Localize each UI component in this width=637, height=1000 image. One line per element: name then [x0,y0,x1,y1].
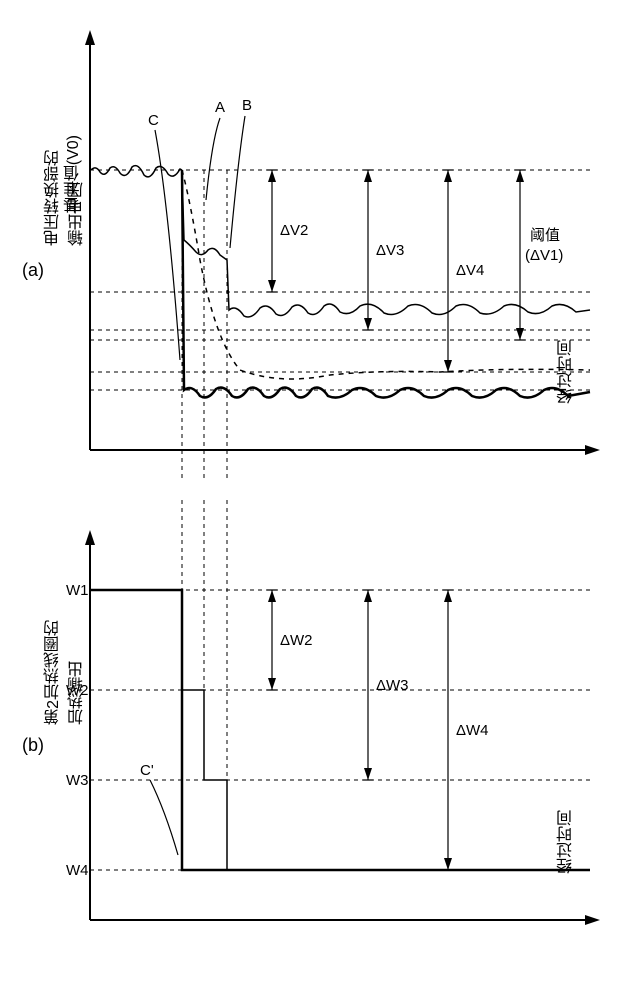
panel-b: (b) 第2加热线圈的 加热输出 经过时间 W1 W2 W3 W4 C' ΔW2 [20,520,617,950]
dw2-arrow-down [268,678,276,690]
threshold-arrow-down [516,328,524,340]
chart-a-svg: A B C 阈值(ΔV1) ΔV2 ΔV3 ΔV4 [20,20,600,470]
callout-c-line [155,130,180,360]
y-axis-arrow-b [85,530,95,545]
step-c-prime [91,590,590,870]
dw2-label: ΔW2 [280,632,313,649]
dv2-arrow-down [268,280,276,292]
callout-a-line [206,118,220,200]
x-axis-arrow-b [585,915,600,925]
label-cprime: C' [140,762,154,779]
dv4-label: ΔV4 [456,262,484,279]
dw4-arrow-up [444,590,452,602]
dw3-arrow-up [364,590,372,602]
threshold-arrow-up [516,170,524,182]
curve-c [182,170,590,398]
dv4-arrow-down [444,360,452,372]
dw3-label: ΔW3 [376,677,409,694]
dw3-arrow-down [364,768,372,780]
threshold-label: 阈值(ΔV1) [525,227,563,264]
pre-noise [91,166,182,177]
chart-b-svg: C' ΔW2 ΔW3 ΔW4 [20,520,600,940]
step-solid [91,590,590,870]
dv3-arrow-up [364,170,372,182]
label-a: A [215,99,225,116]
label-c: C [148,112,159,129]
callout-cprime-line [150,780,178,855]
dw2-arrow-up [268,590,276,602]
panel-a: (a) 基准值(V0) 电压转换部的 输出电压 经过时间 A B [20,20,617,500]
dv2-label: ΔV2 [280,222,308,239]
dv4-arrow-up [444,170,452,182]
curve-a [182,170,590,379]
label-b: B [242,97,252,114]
y-axis-arrow-a [85,30,95,45]
callout-b-line [230,116,245,248]
dw4-label: ΔW4 [456,722,489,739]
dv3-arrow-down [364,318,372,330]
x-axis-arrow-a [585,445,600,455]
dv2-arrow-up [268,170,276,182]
dw4-arrow-down [444,858,452,870]
dv3-label: ΔV3 [376,242,404,259]
